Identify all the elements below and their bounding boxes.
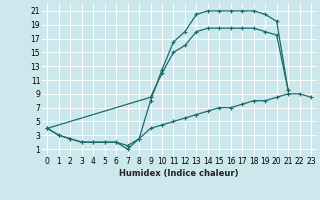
X-axis label: Humidex (Indice chaleur): Humidex (Indice chaleur) (119, 169, 239, 178)
